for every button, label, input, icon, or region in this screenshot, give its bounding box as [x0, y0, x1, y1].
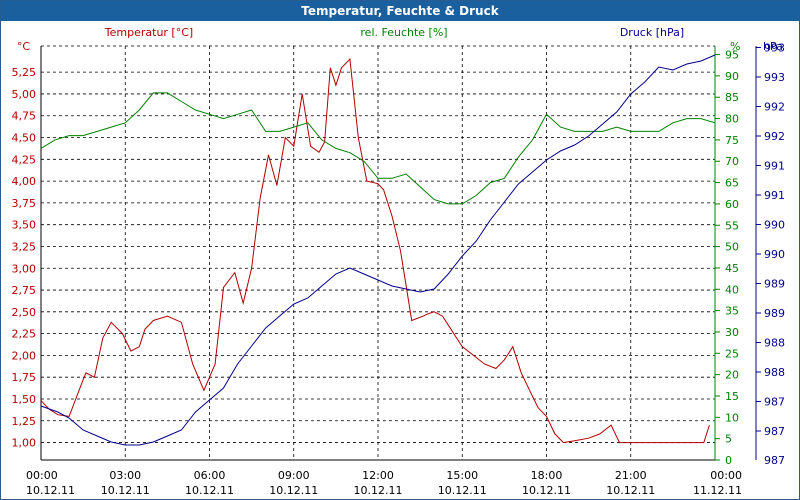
- temp-tick-label: 1,75: [12, 371, 37, 384]
- x-tick-time: 15:00: [446, 469, 478, 482]
- series-line-right: [40, 54, 716, 446]
- pressure-tick-label: 990: [764, 219, 785, 232]
- humidity-tick-label: 50: [725, 241, 739, 254]
- series-group: [40, 54, 716, 446]
- humidity-tick-label: 70: [725, 155, 739, 168]
- pressure-tick-label: 991: [764, 189, 785, 202]
- temp-tick-label: 4,25: [12, 153, 37, 166]
- window-title: Temperatur, Feuchte & Druck: [1, 1, 799, 21]
- temp-tick-label: 4,00: [12, 175, 37, 188]
- temp-tick-label: 3,50: [12, 219, 37, 232]
- x-tick-time: 00:00: [710, 469, 742, 482]
- temp-legend: Temperatur [°C]: [104, 26, 193, 39]
- temp-tick-label: 3,75: [12, 197, 37, 210]
- pressure-tick-label: 991: [764, 160, 785, 173]
- x-tick-date: 10.12.11: [26, 484, 75, 497]
- x-tick-date: 10.12.11: [185, 484, 234, 497]
- pressure-tick-label: 987: [764, 396, 785, 409]
- pressure-legend: Druck [hPa]: [620, 26, 684, 39]
- pressure-tick-label: 993: [764, 71, 785, 84]
- humidity-tick-label: 20: [725, 369, 739, 382]
- pressure-tick-label: 992: [764, 101, 785, 114]
- humidity-legend: rel. Feuchte [%]: [360, 26, 447, 39]
- humidity-tick-label: 10: [725, 411, 739, 424]
- x-tick-date: 10.12.11: [269, 484, 318, 497]
- humidity-tick-label: 95: [725, 49, 739, 62]
- humidity-tick-label: 80: [725, 113, 739, 126]
- temp-tick-label: 4,50: [12, 132, 37, 145]
- humidity-tick-label: 65: [725, 177, 739, 190]
- humidity-tick-label: 40: [725, 283, 739, 296]
- pressure-tick-label: 988: [764, 366, 785, 379]
- humidity-tick-label: 55: [725, 219, 739, 232]
- x-tick-time: 09:00: [278, 469, 310, 482]
- humidity-tick-label: 60: [725, 198, 739, 211]
- humidity-unit-label: %: [730, 40, 740, 53]
- pressure-tick-label: 992: [764, 130, 785, 143]
- grid: [40, 45, 716, 460]
- temp-tick-label: 1,00: [12, 437, 37, 450]
- humidity-tick-label: 85: [725, 91, 739, 104]
- temp-tick-label: 5,25: [12, 66, 37, 79]
- humidity-tick-label: 25: [725, 347, 739, 360]
- temp-tick-label: 1,50: [12, 393, 37, 406]
- x-tick-date: 10.12.11: [101, 484, 150, 497]
- x-tick-date: 10.12.11: [354, 484, 403, 497]
- pressure-tick-label: 989: [764, 278, 785, 291]
- humidity-tick-label: 75: [725, 134, 739, 147]
- temp-tick-label: 2,00: [12, 349, 37, 362]
- pressure-tick-label: 989: [764, 307, 785, 320]
- x-tick-time: 00:00: [26, 469, 58, 482]
- temp-tick-label: 3,00: [12, 262, 37, 275]
- temp-tick-label: 5,00: [12, 88, 37, 101]
- x-tick-time: 12:00: [362, 469, 394, 482]
- x-tick-date: 10.12.11: [522, 484, 571, 497]
- pressure-tick-label: 987: [764, 454, 785, 467]
- humidity-tick-label: 0: [725, 454, 732, 467]
- x-tick-date: 10.12.11: [438, 484, 487, 497]
- temp-tick-label: 4,75: [12, 110, 37, 123]
- series-line-mid: [40, 92, 716, 205]
- x-tick-date: 10.12.11: [606, 484, 655, 497]
- pressure-tick-label: 987: [764, 425, 785, 438]
- humidity-tick-label: 5: [725, 433, 732, 446]
- x-tick-time: 21:00: [615, 469, 647, 482]
- humidity-tick-label: 90: [725, 70, 739, 83]
- temp-tick-label: 3,25: [12, 240, 37, 253]
- pressure-unit-label: hPa: [763, 40, 783, 53]
- axes: 1,00 1,25 1,50 1,75 2,00 2,25 2,50 2,75 3,00 3,25…: [12, 42, 786, 498]
- humidity-tick-label: 35: [725, 305, 739, 318]
- temp-tick-label: 2,50: [12, 306, 37, 319]
- pressure-tick-label: 990: [764, 248, 785, 261]
- humidity-tick-label: 30: [725, 326, 739, 339]
- humidity-tick-label: 15: [725, 390, 739, 403]
- x-tick-time: 03:00: [109, 469, 141, 482]
- pressure-tick-label: 993: [764, 42, 785, 55]
- series-line-left: [40, 57, 710, 444]
- temp-tick-label: 2,75: [12, 284, 37, 297]
- temp-unit-label: °C: [17, 40, 31, 53]
- temp-tick-label: 2,25: [12, 328, 37, 341]
- x-tick-time: 06:00: [194, 469, 226, 482]
- x-tick-date: 11.12.11: [693, 484, 742, 497]
- pressure-tick-label: 988: [764, 337, 785, 350]
- humidity-tick-label: 45: [725, 262, 739, 275]
- temp-tick-label: 1,25: [12, 415, 37, 428]
- x-tick-time: 18:00: [531, 469, 563, 482]
